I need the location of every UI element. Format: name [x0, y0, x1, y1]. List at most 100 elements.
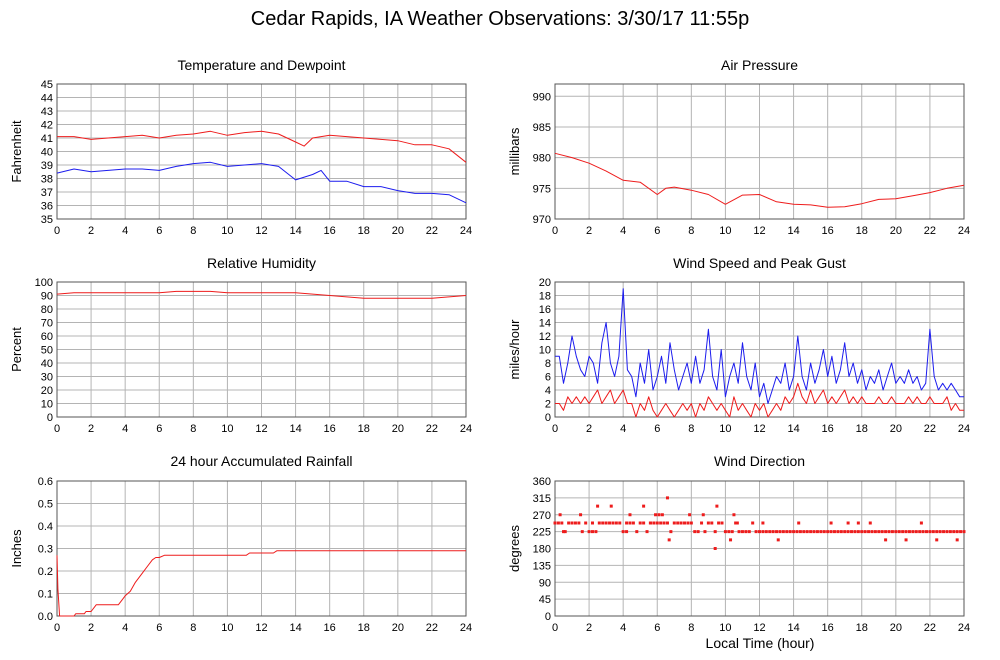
- data-point: [935, 530, 939, 534]
- data-point: [556, 521, 560, 525]
- data-point: [955, 530, 959, 534]
- x-tick-label: 18: [358, 225, 370, 237]
- x-tick-label: 6: [156, 423, 162, 435]
- x-tick-label: 24: [958, 225, 970, 237]
- data-point: [911, 530, 915, 534]
- y-tick-label: 41: [41, 133, 53, 145]
- y-tick-label: 0.5: [38, 499, 53, 511]
- y-tick-label: 80: [41, 304, 53, 316]
- x-tick-label: 22: [924, 225, 936, 237]
- x-tick-label: 18: [856, 622, 868, 634]
- data-point: [819, 530, 823, 534]
- data-point: [928, 530, 932, 534]
- data-point: [761, 530, 765, 534]
- x-tick-label: 22: [426, 423, 438, 435]
- y-tick-label: 35: [41, 214, 53, 226]
- data-point: [938, 530, 942, 534]
- data-point: [775, 530, 779, 534]
- data-point: [904, 538, 908, 542]
- data-point: [628, 521, 632, 525]
- data-point: [625, 521, 629, 525]
- x-tick-label: 10: [719, 622, 731, 634]
- data-point: [826, 530, 830, 534]
- x-tick-label: 20: [392, 225, 404, 237]
- data-point: [618, 521, 622, 525]
- y-tick-label: 60: [41, 331, 53, 343]
- data-point: [614, 521, 618, 525]
- data-point: [887, 530, 891, 534]
- x-tick-label: 22: [426, 225, 438, 237]
- data-point: [839, 530, 843, 534]
- plot-frame-rain: [56, 480, 467, 617]
- x-tick-label: 12: [255, 622, 267, 634]
- data-point: [715, 504, 719, 508]
- data-point: [558, 513, 562, 517]
- x-tick-label: 8: [688, 622, 694, 634]
- x-tick-label: 0: [552, 225, 558, 237]
- y-axis-label-wind: miles/hour: [507, 319, 522, 380]
- y-tick-label: 0: [545, 611, 551, 623]
- plot-frame-wind: [554, 281, 965, 418]
- y-tick-label: 90: [539, 577, 551, 589]
- data-point: [727, 530, 731, 534]
- data-point: [856, 521, 860, 525]
- data-point: [563, 530, 567, 534]
- x-tick-label: 0: [54, 423, 60, 435]
- x-tick-label: 8: [190, 225, 196, 237]
- data-point: [573, 521, 577, 525]
- data-point: [729, 538, 733, 542]
- data-point: [778, 530, 782, 534]
- data-point: [884, 538, 888, 542]
- data-point: [867, 530, 871, 534]
- y-tick-label: 975: [533, 183, 551, 195]
- y-tick-label: 225: [533, 527, 551, 539]
- data-point: [829, 530, 833, 534]
- data-point: [710, 521, 714, 525]
- data-point: [621, 530, 625, 534]
- y-tick-label: 70: [41, 318, 53, 330]
- data-point: [638, 521, 642, 525]
- data-point: [832, 530, 836, 534]
- x-tick-label: 14: [289, 225, 301, 237]
- data-point: [918, 530, 922, 534]
- data-point: [730, 530, 734, 534]
- data-point: [795, 530, 799, 534]
- data-point: [797, 521, 801, 525]
- y-axis-label-humidity: Percent: [9, 327, 24, 372]
- data-point: [805, 530, 809, 534]
- y-tick-label: 360: [533, 476, 551, 488]
- y-tick-label: 43: [41, 106, 53, 118]
- x-tick-label: 10: [221, 423, 233, 435]
- data-point: [696, 530, 700, 534]
- y-tick-label: 20: [539, 277, 551, 289]
- data-point: [669, 530, 673, 534]
- x-tick-label: 18: [856, 423, 868, 435]
- data-point: [747, 530, 751, 534]
- y-tick-label: 2: [545, 399, 551, 411]
- data-point: [628, 513, 632, 517]
- data-point: [580, 530, 584, 534]
- x-tick-label: 20: [890, 622, 902, 634]
- data-point: [601, 521, 605, 525]
- x-tick-label: 22: [924, 622, 936, 634]
- data-point: [660, 513, 664, 517]
- data-point: [635, 530, 639, 534]
- y-tick-label: 37: [41, 187, 53, 199]
- data-point: [679, 521, 683, 525]
- data-point: [894, 530, 898, 534]
- data-point: [955, 538, 959, 542]
- x-tick-label: 16: [324, 225, 336, 237]
- x-tick-label: 4: [620, 423, 626, 435]
- series-line-humidity-red: [56, 290, 467, 299]
- data-point: [901, 530, 905, 534]
- data-point: [962, 530, 966, 534]
- data-point: [776, 538, 780, 542]
- x-tick-label: 14: [787, 225, 799, 237]
- data-point: [785, 530, 789, 534]
- y-tick-label: 18: [539, 291, 551, 303]
- data-point: [676, 521, 680, 525]
- data-point: [570, 521, 574, 525]
